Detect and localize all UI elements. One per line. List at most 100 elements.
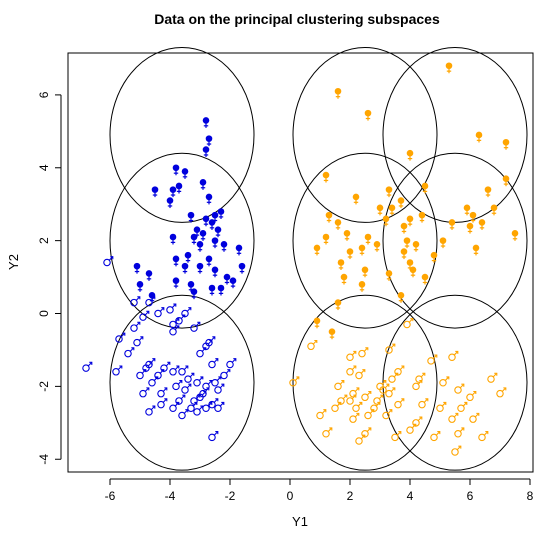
- data-point: [193, 405, 204, 416]
- data-point: [502, 175, 510, 187]
- data-point: [226, 358, 237, 369]
- data-point: [130, 321, 141, 332]
- data-point: [466, 222, 474, 234]
- data-point: [406, 259, 414, 270]
- data-point: [205, 135, 213, 147]
- data-point: [193, 376, 204, 387]
- data-point: [139, 387, 150, 398]
- data-point: [322, 427, 333, 438]
- data-point: [202, 146, 210, 158]
- x-axis-label: Y1: [292, 514, 308, 529]
- data-point: [496, 387, 507, 398]
- data-point: [208, 284, 216, 296]
- data-point: [457, 401, 468, 412]
- data-point: [439, 376, 450, 387]
- data-point: [391, 431, 402, 442]
- data-point: [397, 197, 405, 209]
- data-point: [208, 398, 219, 409]
- data-point: [202, 215, 210, 227]
- data-point: [445, 62, 453, 74]
- x-tick-label: -2: [225, 489, 236, 503]
- data-point: [229, 277, 237, 289]
- data-point: [214, 401, 225, 412]
- data-point: [415, 372, 426, 383]
- data-point: [145, 296, 156, 307]
- data-point: [361, 390, 372, 402]
- data-point: [211, 237, 219, 249]
- subspace-circle: [382, 294, 528, 471]
- data-point: [133, 262, 141, 274]
- data-point: [490, 204, 498, 216]
- data-point: [325, 211, 333, 223]
- data-point: [169, 233, 177, 245]
- y-tick-label: -4: [37, 454, 51, 465]
- data-point: [193, 226, 201, 238]
- data-point: [412, 240, 420, 252]
- data-point: [175, 182, 183, 194]
- data-point: [334, 87, 342, 99]
- data-point: [181, 383, 192, 394]
- x-axis: -6 -4 -2 0 2 4 6 8: [105, 478, 534, 503]
- data-point: [388, 204, 396, 216]
- data-point: [205, 255, 213, 267]
- data-point: [172, 255, 180, 267]
- data-point: [451, 445, 462, 456]
- subspace-circle: [292, 47, 438, 223]
- data-point: [187, 401, 198, 412]
- y-axis-label: Y2: [6, 254, 21, 270]
- data-point: [436, 401, 447, 412]
- data-point: [196, 347, 207, 358]
- data-point: [157, 387, 168, 398]
- data-point: [385, 343, 396, 354]
- data-point: [214, 226, 222, 238]
- x-tick-label: 4: [407, 489, 414, 503]
- data-point: [205, 193, 213, 205]
- data-point: [211, 211, 219, 223]
- x-tick-label: 6: [467, 489, 474, 503]
- data-point: [169, 318, 180, 329]
- data-point: [196, 262, 204, 274]
- data-point: [346, 365, 357, 376]
- data-point: [181, 168, 189, 179]
- y-axis: -4 -2 0 2 4 6: [37, 91, 62, 465]
- data-point: [166, 197, 174, 209]
- data-point: [166, 303, 177, 314]
- data-point: [145, 270, 153, 281]
- data-point: [502, 138, 510, 150]
- data-point: [313, 317, 321, 329]
- data-point: [238, 262, 246, 274]
- data-point: [322, 233, 330, 245]
- data-point: [472, 244, 480, 256]
- data-point: [430, 251, 438, 263]
- data-point: [394, 398, 405, 409]
- data-point: [403, 318, 414, 329]
- y-tick-label: 2: [37, 237, 51, 244]
- data-point: [406, 215, 414, 227]
- data-point: [349, 412, 360, 423]
- data-point: [466, 390, 477, 402]
- data-point: [361, 266, 369, 278]
- data-point: [421, 182, 429, 194]
- subspace-circle: [292, 294, 438, 471]
- data-point: [475, 131, 483, 143]
- data-point: [124, 347, 135, 358]
- data-point: [352, 401, 363, 412]
- data-point: [208, 358, 219, 369]
- data-point: [322, 171, 330, 183]
- subspace-circle: [292, 152, 438, 329]
- data-point: [154, 307, 165, 318]
- data-point: [334, 380, 345, 391]
- data-point: [187, 281, 195, 292]
- data-point: [382, 215, 390, 227]
- data-point: [112, 365, 123, 376]
- x-tick-label: -4: [165, 489, 176, 503]
- data-point: [223, 273, 231, 285]
- data-point: [334, 299, 342, 311]
- x-tick-label: 0: [287, 489, 294, 503]
- data-point: [199, 230, 207, 241]
- data-point: [454, 427, 465, 438]
- subspace-circle: [109, 294, 255, 471]
- data-point: [373, 394, 384, 405]
- data-point: [196, 240, 204, 252]
